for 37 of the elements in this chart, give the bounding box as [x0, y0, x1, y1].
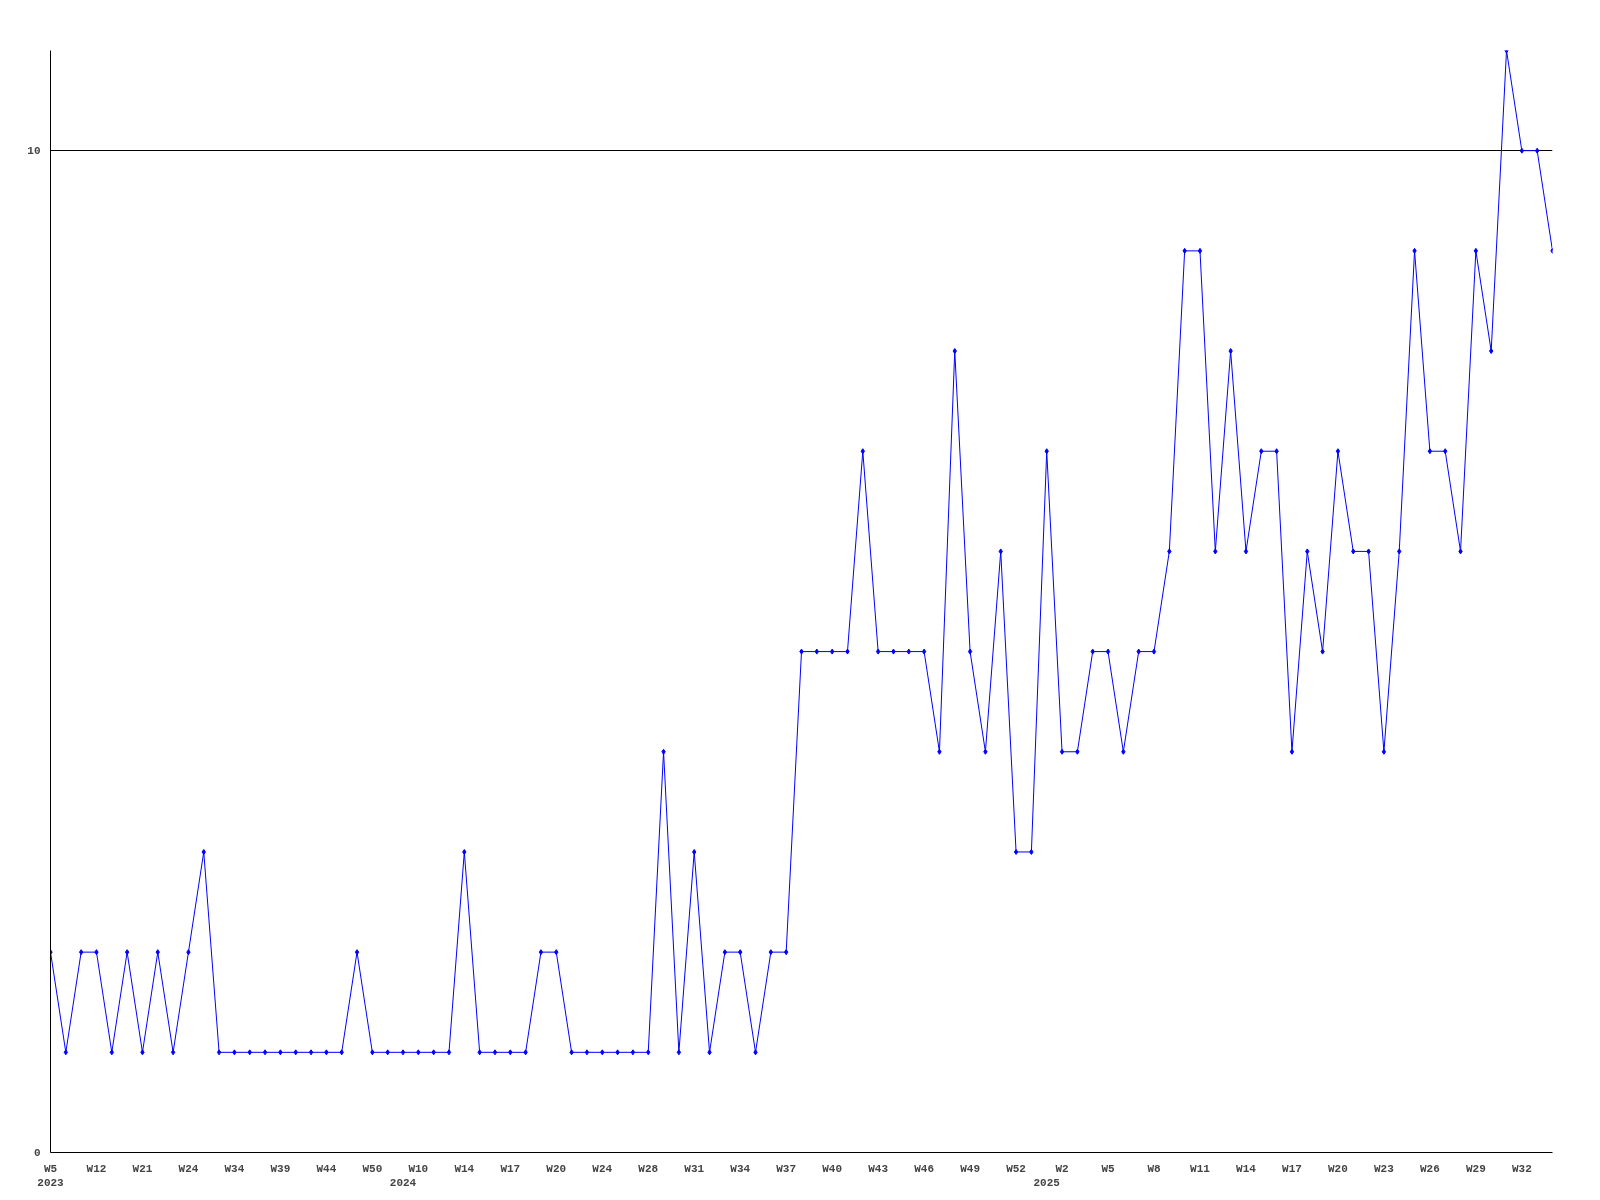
x-tick-label: W24 — [178, 1162, 199, 1175]
x-tick-label: W12 — [86, 1162, 107, 1175]
x-tick-label: W14 — [1236, 1162, 1257, 1175]
x-tick-label: W8 — [1147, 1162, 1162, 1175]
x-tick-label: W14 — [454, 1162, 475, 1175]
x-tick-label: W43 — [868, 1162, 889, 1175]
x-tick-label: W37 — [776, 1162, 797, 1175]
x-tick-label: W24 — [592, 1162, 613, 1175]
x-tick-label: W52 — [1006, 1162, 1026, 1175]
x-tick-label: W32 — [1511, 1162, 1532, 1175]
x-tick-label: W40 — [822, 1162, 843, 1175]
x-tick-label: W39 — [270, 1162, 291, 1175]
x-tick-label: W44 — [316, 1162, 337, 1175]
x-tick-label: W34 — [224, 1162, 245, 1175]
x-tick-label: W26 — [1419, 1162, 1440, 1175]
x-tick-label: W10 — [408, 1162, 429, 1175]
x-tick-label: W28 — [638, 1162, 659, 1175]
x-tick-label: W29 — [1465, 1162, 1486, 1175]
x-tick-label: W17 — [500, 1162, 521, 1175]
x-tick-label: W31 — [684, 1162, 705, 1175]
x-tick-label: 2024 — [389, 1176, 417, 1189]
x-tick-label: W5 — [1101, 1162, 1116, 1175]
x-tick-label: W5 2023 — [37, 1162, 65, 1189]
x-tick-label: W11 — [1190, 1162, 1211, 1175]
x-tick-label: W49 — [960, 1162, 980, 1175]
x-tick-label: W34 — [730, 1162, 751, 1175]
x-tick-label: W50 — [362, 1162, 383, 1175]
x-tick-label: W17 — [1282, 1162, 1302, 1175]
x-tick-label: W23 — [1374, 1162, 1395, 1175]
x-tick-label: W2 — [1055, 1162, 1069, 1175]
x-tick-label: 2025 — [1033, 1176, 1061, 1189]
y-tick-label: 10 — [27, 145, 41, 158]
x-tick-label: W21 — [132, 1162, 153, 1175]
y-tick-label: 0 — [33, 1147, 41, 1159]
x-tick-label: W20 — [1328, 1162, 1348, 1175]
x-tick-label: W46 — [914, 1162, 935, 1175]
x-tick-label: W20 — [546, 1162, 567, 1175]
